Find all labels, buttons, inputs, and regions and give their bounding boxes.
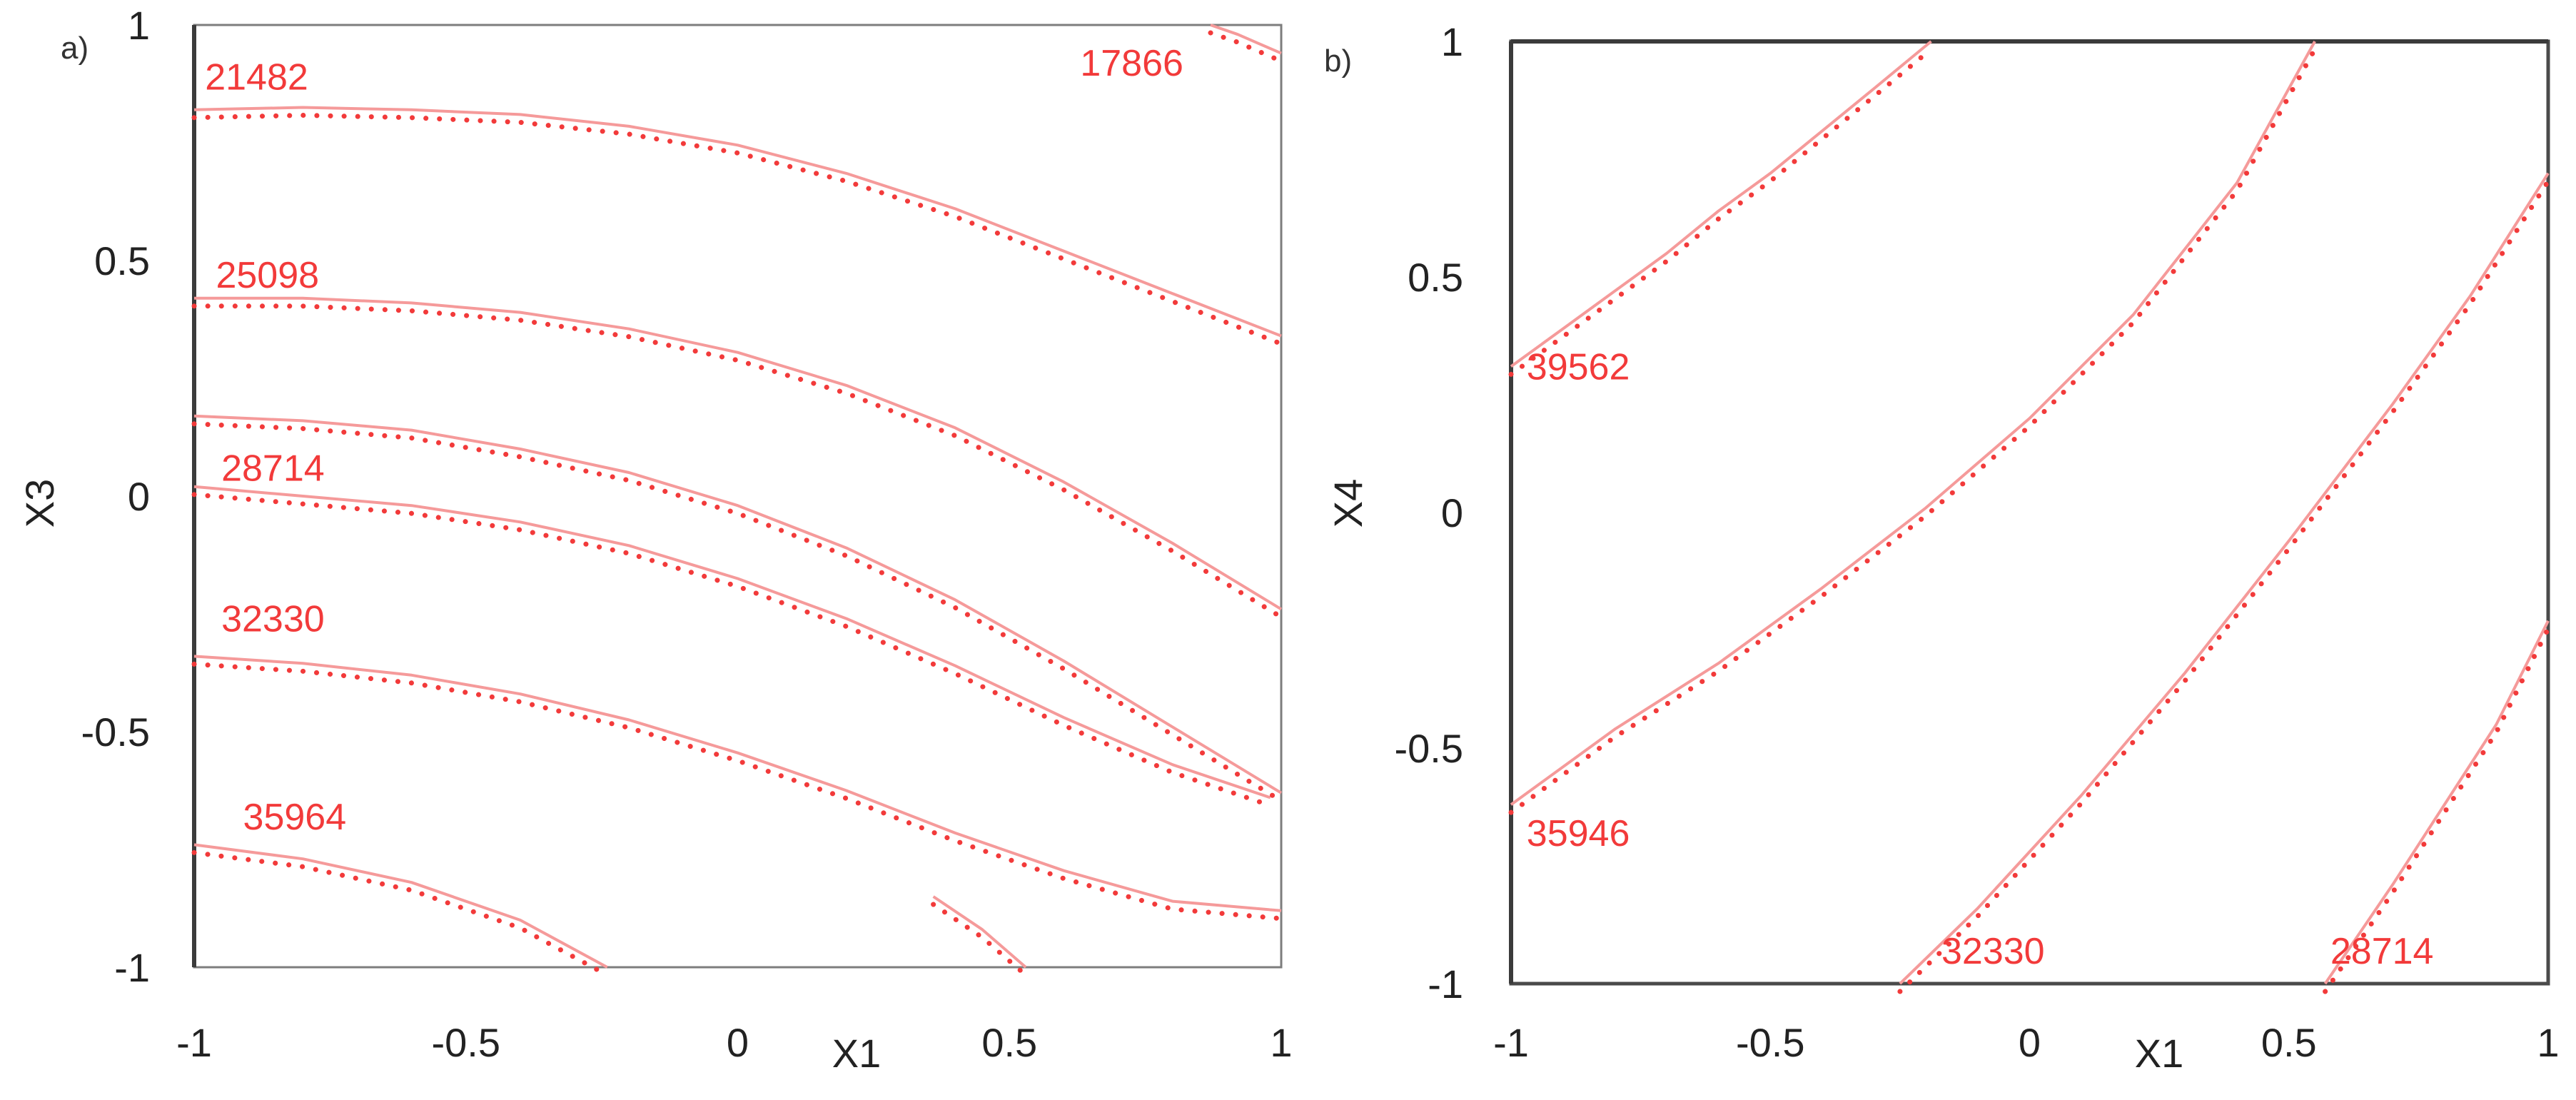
contour-label: 32330 bbox=[1941, 931, 2045, 972]
panel-label: a) bbox=[61, 31, 89, 66]
contour-line bbox=[1210, 24, 1282, 55]
y-tick-label: 0 bbox=[1441, 490, 1463, 535]
contour-label: 21482 bbox=[205, 57, 308, 99]
x-tick-label: -1 bbox=[1493, 1020, 1529, 1065]
contour-line bbox=[1510, 40, 1932, 368]
contour-label: 35946 bbox=[1527, 813, 1630, 854]
y-tick-label: 0.5 bbox=[1408, 255, 1463, 300]
plot-frame bbox=[1509, 39, 2550, 986]
y-tick-label: 1 bbox=[1441, 19, 1463, 64]
contour-dots bbox=[2323, 626, 2551, 994]
panel-b: b) -1 -0.5 0 0.5 1 -1 -0.5 0 0.5 1 X1 X4 39562 35946 32… bbox=[1324, 19, 2560, 1076]
x-tick-label: 1 bbox=[1270, 1020, 1292, 1065]
contour-dots bbox=[1208, 30, 1284, 64]
contour-dots bbox=[191, 112, 1284, 347]
contour-label: 32330 bbox=[221, 599, 325, 640]
contour-label: 28714 bbox=[2330, 931, 2434, 972]
x-tick-label: 0 bbox=[727, 1020, 749, 1065]
contour-line bbox=[193, 414, 1283, 794]
contour-dots bbox=[191, 661, 1284, 922]
contour-dots bbox=[931, 902, 1029, 978]
x-tick-label: 0.5 bbox=[2261, 1020, 2317, 1065]
plot-frame bbox=[193, 24, 1283, 969]
x-axis-label: X1 bbox=[832, 1031, 882, 1076]
contour-line bbox=[193, 843, 608, 969]
contour-line bbox=[932, 895, 1027, 969]
contour-line bbox=[2323, 620, 2550, 985]
y-axis-label: X3 bbox=[17, 479, 62, 528]
x-tick-label: -0.5 bbox=[1736, 1020, 1805, 1065]
contour-line bbox=[1510, 41, 2316, 806]
contour-line bbox=[193, 485, 1271, 799]
y-tick-label: -0.5 bbox=[1395, 726, 1464, 771]
contour-label: 25098 bbox=[216, 255, 319, 296]
contour-line bbox=[194, 296, 1283, 611]
contour-label: 35964 bbox=[243, 797, 347, 838]
y-tick-label: -0.5 bbox=[81, 710, 151, 755]
x-tick-label: 0.5 bbox=[981, 1020, 1037, 1065]
x-tick-label: -0.5 bbox=[432, 1020, 501, 1065]
contour-label: 17866 bbox=[1080, 43, 1183, 84]
contour-line bbox=[193, 106, 1282, 338]
y-tick-label: -1 bbox=[1428, 962, 1463, 1006]
x-tick-label: 0 bbox=[2019, 1020, 2041, 1065]
contour-line bbox=[193, 655, 1282, 912]
x-axis-label: X1 bbox=[2135, 1031, 2184, 1076]
y-tick-label: -1 bbox=[114, 945, 150, 990]
x-tick-label: -1 bbox=[176, 1020, 212, 1065]
y-tick-label: 0.5 bbox=[94, 238, 150, 283]
y-tick-label: 0 bbox=[128, 474, 150, 519]
contour-dots bbox=[191, 849, 610, 978]
x-tick-label: 1 bbox=[2537, 1020, 2559, 1065]
contour-label: 28714 bbox=[221, 448, 325, 489]
contour-dots bbox=[1508, 46, 1934, 377]
contour-line bbox=[1899, 172, 2550, 985]
contour-label: 39562 bbox=[1527, 346, 1630, 388]
contour-dots bbox=[191, 303, 1284, 620]
y-axis-label: X4 bbox=[1325, 479, 1370, 528]
y-tick-label: 1 bbox=[128, 3, 150, 48]
panel-a: a) -1 -0.5 0 0.5 1 -1 -0.5 0 0.5 1 X1 X3 17866 21482 25… bbox=[17, 3, 1293, 1076]
contour-dots bbox=[1897, 178, 2551, 994]
panel-label: b) bbox=[1324, 44, 1352, 79]
